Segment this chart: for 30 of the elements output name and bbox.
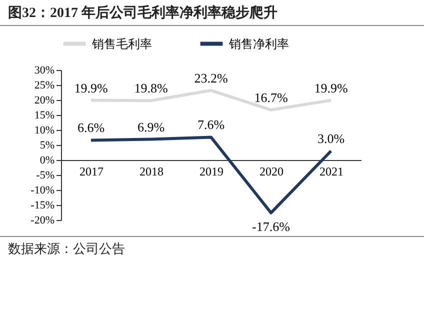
y-tick-label: 20% — [34, 94, 54, 106]
data-label: 6.6% — [77, 120, 105, 136]
x-tick-label: 2019 — [200, 164, 224, 178]
y-tick-label: -10% — [30, 184, 54, 196]
source-note: 数据来源：公司公告 — [0, 236, 424, 261]
y-tick-label: 5% — [40, 140, 54, 152]
y-tick-label: 0% — [40, 154, 54, 166]
x-tick-label: 2018 — [140, 164, 164, 178]
data-label: 19.9% — [74, 80, 108, 96]
y-tick-label: 15% — [34, 110, 54, 122]
x-tick-label: 2020 — [260, 164, 284, 178]
data-label: 19.9% — [314, 80, 348, 96]
data-label: 23.2% — [194, 70, 228, 86]
y-tick-label: 30% — [34, 64, 54, 76]
legend-label: 销售毛利率 — [91, 36, 152, 51]
data-label: 6.9% — [137, 119, 165, 134]
y-tick-label: 25% — [34, 80, 54, 92]
x-tick-label: 2021 — [320, 164, 344, 178]
chart-title: 图32：2017 年后公司毛利率净利率稳步爬升 — [0, 0, 424, 26]
data-label: 16.7% — [254, 90, 288, 105]
x-tick-label: 2017 — [80, 164, 104, 178]
legend-label: 销售净利率 — [228, 36, 289, 51]
data-label: 3.0% — [317, 131, 345, 146]
data-label: -17.6% — [252, 218, 290, 234]
data-label: 7.6% — [197, 117, 225, 132]
y-tick-label: 10% — [34, 124, 54, 136]
y-tick-label: -5% — [36, 170, 54, 182]
data-label: 19.8% — [134, 80, 168, 96]
y-tick-label: -15% — [30, 200, 54, 212]
y-tick-label: -20% — [30, 214, 54, 226]
